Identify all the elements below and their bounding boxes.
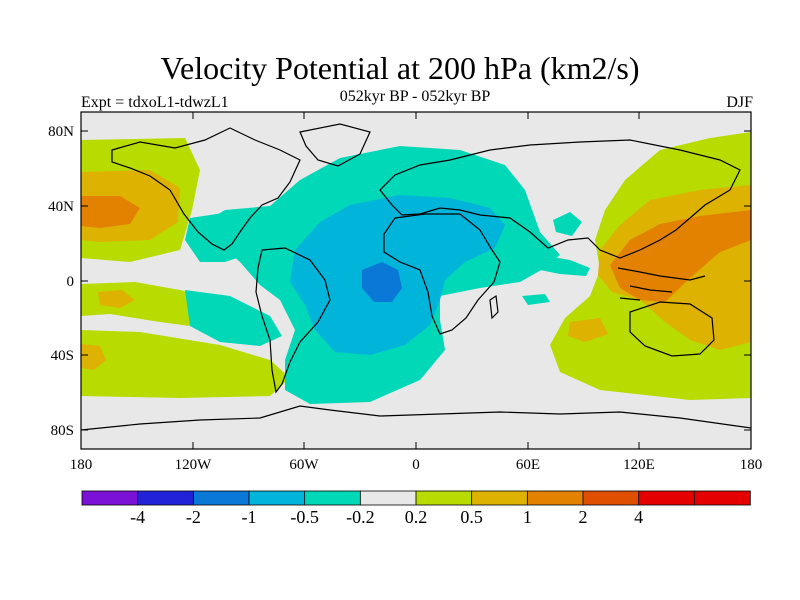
colorbar-box: [81, 490, 139, 506]
lon-label-120e: 120E: [623, 457, 655, 473]
experiment-label: Expt = tdxoL1-tdwzL1: [81, 94, 229, 111]
colorbar-label: 0.5: [460, 507, 483, 527]
colorbar-label: 4: [634, 507, 643, 527]
coastlines: [81, 123, 751, 431]
lon-label-120w: 120W: [175, 457, 213, 473]
colorbar-label: -0.5: [290, 507, 319, 527]
lon-label-180w: 180: [70, 457, 93, 473]
coast-greenland: [299, 123, 371, 167]
colorbar-label: 0.2: [405, 507, 428, 527]
colorbar-label: -0.2: [346, 507, 375, 527]
coast-europe-asia: [379, 139, 741, 259]
longitude-axis: 180 120W 60W 0 60E 120E 180: [70, 112, 763, 473]
contour-neg-02-central-asia: [553, 212, 582, 236]
contour-neg-1-africa-core: [362, 262, 402, 302]
lat-label-80n: 80N: [48, 124, 74, 140]
contour-neg-02-north-pacific-arm: [185, 212, 262, 262]
chart-title: Velocity Potential at 200 hPa (km2/s): [160, 50, 640, 86]
colorbar-box: [359, 490, 417, 506]
contour-pos-1-south-pacific: [98, 290, 135, 308]
colorbar-label: -1: [242, 507, 257, 527]
lon-label-0: 0: [412, 457, 420, 473]
season-label: DJF: [726, 94, 753, 111]
lat-label-40n: 40N: [48, 199, 74, 215]
contour-neg-02-indian-ocean: [540, 255, 590, 276]
contour-pos-1-southern-band: [81, 344, 106, 370]
colorbar-box: [693, 490, 751, 506]
colorbar-label: -4: [130, 507, 145, 527]
colorbar-box: [415, 490, 473, 506]
colorbar-box: [526, 490, 584, 506]
colorbar-box: [638, 490, 696, 506]
contour-pos-1-sw-australia: [568, 318, 608, 342]
coast-antarctica: [81, 405, 751, 431]
colorbar-label: 1: [523, 507, 532, 527]
contour-neg-02-south-pacific-arm: [185, 290, 282, 346]
contour-neg-02-arabian-sea: [522, 294, 550, 305]
colorbar: -4 -2 -1 -0.5 -0.2 0.2 0.5 1 2 4: [81, 490, 751, 527]
colorbar-box: [192, 490, 250, 506]
lon-label-180e: 180: [740, 457, 763, 473]
lat-label-0: 0: [67, 274, 75, 290]
lon-label-60w: 60W: [289, 457, 319, 473]
latitude-axis: 80N 40N 0 40S 80S: [48, 124, 751, 439]
coast-madagascar: [489, 294, 499, 320]
colorbar-label: 2: [579, 507, 588, 527]
contour-pos-05-southern-band: [81, 330, 290, 398]
lat-label-80s: 80S: [51, 423, 74, 439]
lon-label-60e: 60E: [516, 457, 540, 473]
coast-africa: [383, 213, 501, 335]
coast-south-america: [255, 247, 331, 394]
lat-label-40s: 40S: [51, 348, 74, 364]
colorbar-box: [248, 490, 306, 506]
chart-subtitle: 052kyr BP - 052kyr BP: [339, 88, 491, 105]
colorbar-label: -2: [186, 507, 201, 527]
coast-north-america: [111, 127, 301, 251]
colorbar-box: [582, 490, 640, 506]
coast-maritime-islands: [617, 267, 706, 301]
contour-field: [81, 112, 751, 449]
contour-pos-2-maritime: [610, 210, 751, 302]
contour-pos-2-west-pacific: [81, 196, 140, 228]
colorbar-box: [304, 490, 362, 506]
coast-australia: [629, 301, 715, 357]
colorbar-box: [471, 490, 529, 506]
colorbar-box: [137, 490, 195, 506]
